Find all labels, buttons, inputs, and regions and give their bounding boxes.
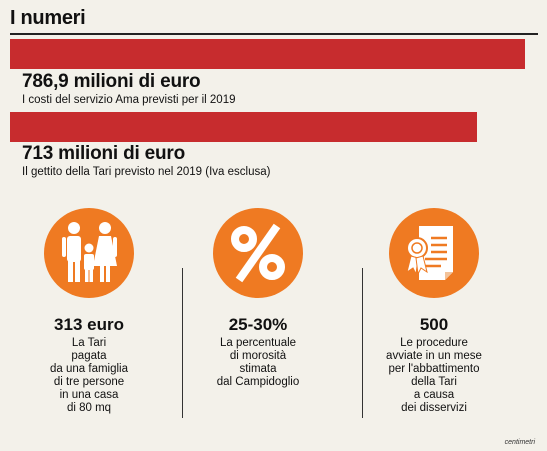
bar-value-label: 786,9 milioni di euro [22,71,201,92]
stat-value: 25-30% [228,315,288,334]
stat-value: 500 [419,315,449,334]
bar-tari-revenue [10,112,477,142]
bar-ama-costs [10,39,525,69]
stat-description: La percentuale di morosità stimata dal C… [216,337,300,388]
bar-category-label: I costi del servizio Ama previsti per il… [22,94,236,106]
certificate-icon [389,208,479,298]
title-divider [10,33,538,35]
column-divider [362,268,363,418]
stat-value: 313 euro [54,315,124,334]
page-title: I numeri [10,7,86,29]
stat-description: Le procedure avviate in un mese per l'ab… [386,337,482,414]
percent-icon [213,208,303,298]
family-icon [44,208,134,298]
stat-description: La Tari pagata da una famiglia di tre pe… [50,337,128,414]
credit-label: centimetri [504,439,535,446]
column-divider [182,268,183,418]
bar-category-label: Il gettito della Tari previsto nel 2019 … [22,166,271,178]
bar-value-label: 713 milioni di euro [22,143,186,164]
